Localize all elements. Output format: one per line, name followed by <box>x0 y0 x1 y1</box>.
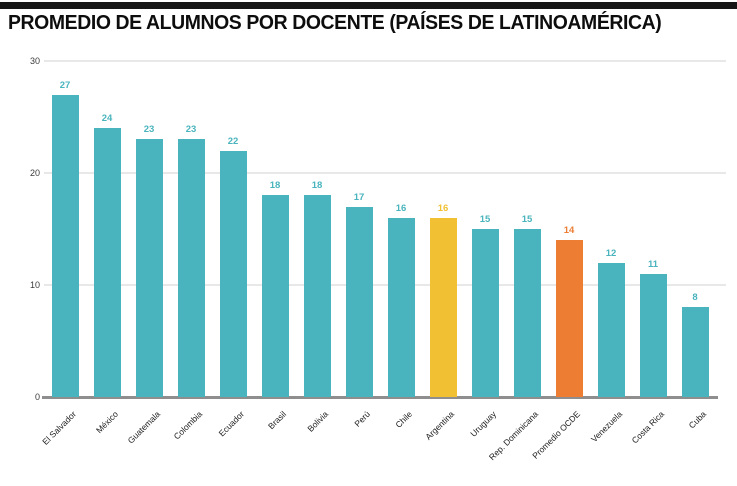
x-axis-label: Costa Rica <box>629 409 667 446</box>
bar <box>471 229 499 397</box>
x-axis-label: Promedio OCDE <box>530 409 583 461</box>
top-rule <box>0 2 737 9</box>
bar-value-label: 16 <box>395 202 407 214</box>
x-axis-label: Cuba <box>686 409 709 431</box>
bar-value-label: 15 <box>521 214 533 225</box>
bar <box>93 128 121 397</box>
bar <box>513 229 541 397</box>
bar <box>681 307 709 397</box>
bar <box>639 273 667 397</box>
gridline <box>44 284 726 286</box>
gridline <box>44 60 726 62</box>
x-axis-label: Colombia <box>171 409 205 442</box>
x-axis-label: México <box>93 409 121 436</box>
x-axis-label: Perú <box>352 409 373 429</box>
chart-title: PROMEDIO DE ALUMNOS POR DOCENTE (PAÍSES … <box>8 12 662 34</box>
y-axis-tick-label: 20 <box>29 168 40 178</box>
bar-value-label: 8 <box>692 292 698 304</box>
bar <box>135 139 163 397</box>
x-axis-label: Guatemala <box>125 409 163 446</box>
bar-value-label: 17 <box>353 191 365 203</box>
bar-value-label: 18 <box>269 180 281 192</box>
y-axis-tick-label: 10 <box>29 280 40 290</box>
bar-value-label: 11 <box>647 258 659 270</box>
x-axis-label: Bolivia <box>305 409 331 434</box>
bar <box>261 195 289 397</box>
x-axis-line <box>42 396 718 399</box>
x-axis-label: Uruguay <box>468 409 499 439</box>
bar <box>219 150 247 397</box>
y-axis-tick-label: 30 <box>29 56 40 66</box>
bar <box>345 206 373 397</box>
bar-value-label: 15 <box>479 214 491 225</box>
x-axis-label: Venezuela <box>588 409 625 445</box>
bar-value-label: 18 <box>311 180 323 192</box>
bar-value-label: 16 <box>437 202 449 214</box>
gridline <box>44 172 726 174</box>
y-axis-tick-label: 0 <box>34 392 40 402</box>
x-axis-label: El Salvador <box>40 409 79 447</box>
bar <box>51 94 79 397</box>
bar <box>555 240 583 397</box>
bar-value-label: 12 <box>605 247 617 259</box>
bar-value-label: 14 <box>563 225 575 237</box>
bar-value-label: 23 <box>185 124 197 136</box>
bar <box>597 262 625 397</box>
bar-value-label: 24 <box>101 113 113 125</box>
x-axis-label: Ecuador <box>216 409 247 439</box>
bar <box>387 217 415 397</box>
x-axis-label: Brasil <box>265 409 289 432</box>
bar <box>303 195 331 397</box>
x-axis-label: Rep. Dominicana <box>486 409 541 463</box>
bar-value-label: 23 <box>143 124 155 136</box>
x-axis-label: Argentina <box>423 409 457 442</box>
bar-value-label: 27 <box>59 79 71 91</box>
x-axis-label: Chile <box>393 409 415 430</box>
bar <box>177 139 205 397</box>
bar <box>429 217 457 397</box>
bar-value-label: 22 <box>227 135 239 147</box>
